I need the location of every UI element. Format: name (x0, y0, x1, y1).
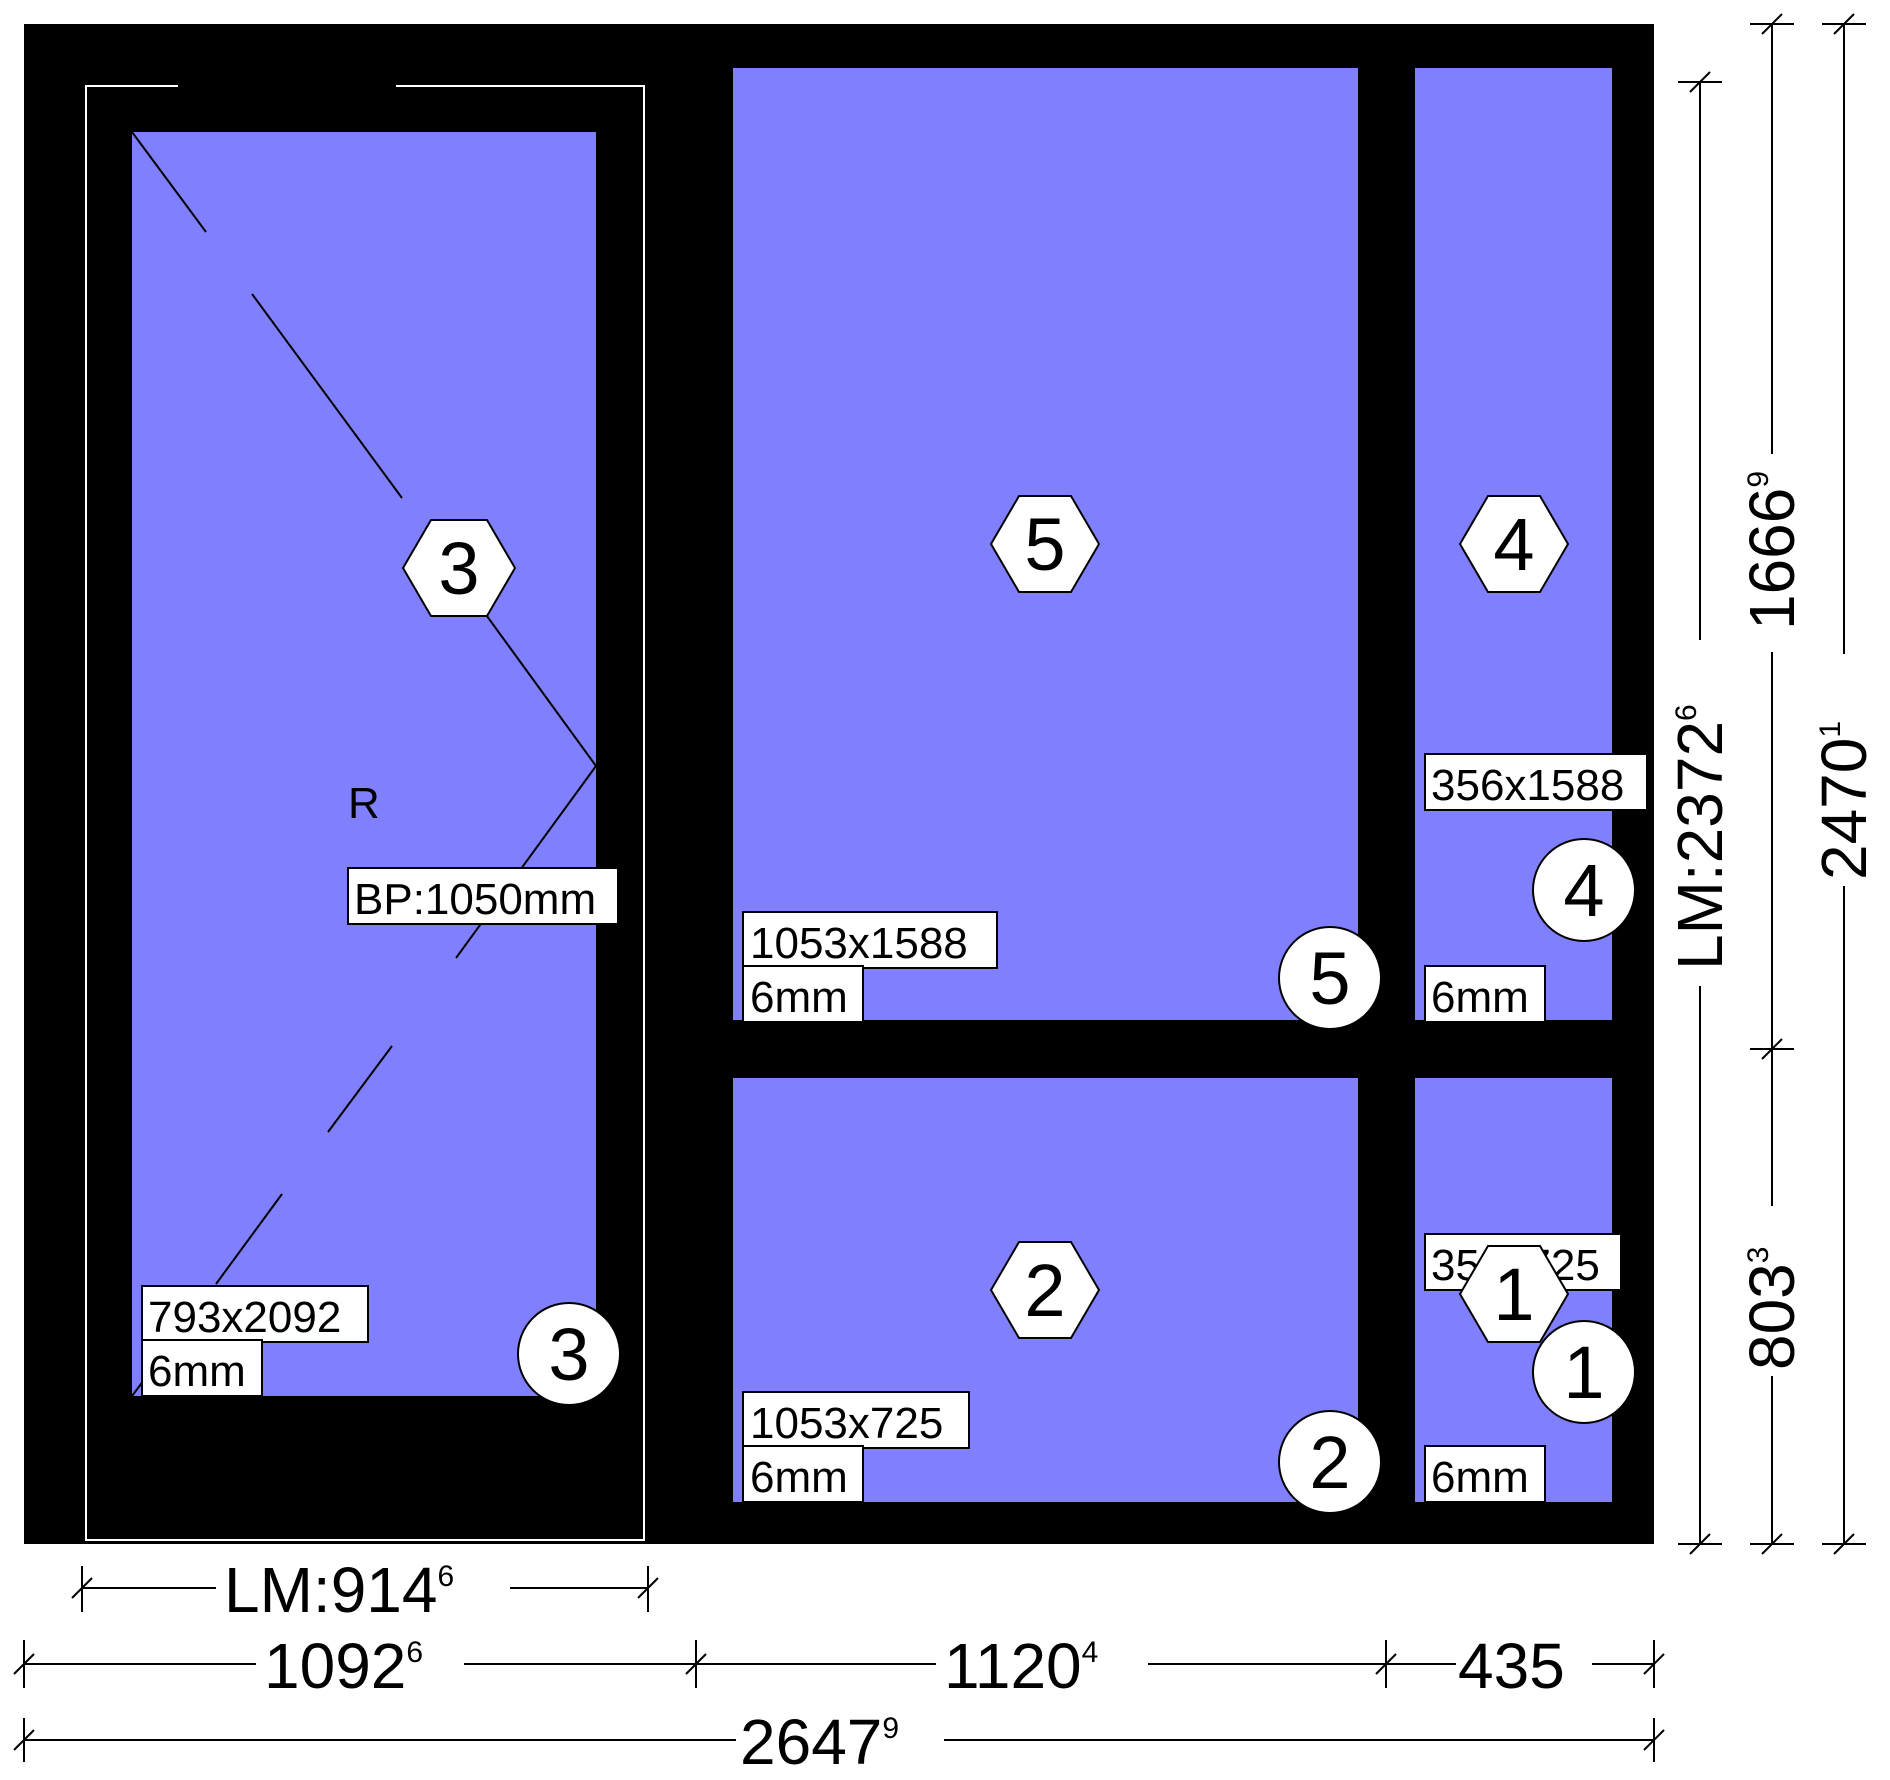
dim-door-lm: LM:9146 (224, 1554, 454, 1626)
svg-text:5: 5 (1024, 503, 1065, 586)
svg-text:1053x1588: 1053x1588 (750, 919, 968, 968)
opening-type-label: R (348, 779, 380, 828)
circle-marker-5[interactable]: 5 (1278, 926, 1382, 1030)
size-tag-4: 356x1588 (1424, 753, 1648, 811)
size-tag-2: 1053x725 (742, 1391, 970, 1449)
circle-marker-4[interactable]: 4 (1532, 838, 1636, 942)
svg-text:356x1588: 356x1588 (1431, 761, 1624, 810)
svg-text:6mm: 6mm (1431, 973, 1529, 1022)
dimension-lines-horizontal (13, 1566, 1665, 1762)
handle-height-tag: BP:1050mm (347, 867, 619, 925)
size-tag-5: 1053x1588 (742, 911, 998, 969)
size-tag-3: 793x2092 (141, 1285, 369, 1343)
glass-pane-3[interactable] (132, 132, 596, 1396)
svg-text:2: 2 (1309, 1421, 1350, 1504)
glass-tag-1: 6mm (1424, 1445, 1546, 1503)
svg-text:3: 3 (438, 527, 479, 610)
svg-text:6mm: 6mm (750, 973, 848, 1022)
dim-lower-height: 8033 (1736, 1247, 1808, 1370)
glass-tag-5: 6mm (742, 965, 864, 1023)
svg-text:2: 2 (1024, 1249, 1065, 1332)
circle-marker-3[interactable]: 3 (517, 1302, 621, 1406)
hex-marker-5[interactable]: 5 (989, 495, 1101, 593)
opening-direction-lines (131, 131, 597, 1397)
door-sash-outline (85, 85, 645, 1541)
svg-text:793x2092: 793x2092 (148, 1293, 341, 1342)
circle-marker-2[interactable]: 2 (1278, 1410, 1382, 1514)
svg-text:6mm: 6mm (148, 1347, 246, 1396)
svg-text:4: 4 (1493, 503, 1534, 586)
svg-text:3: 3 (548, 1313, 589, 1396)
hex-marker-4[interactable]: 4 (1458, 495, 1570, 593)
svg-text:1: 1 (1563, 1331, 1604, 1414)
svg-text:BP:1050mm: BP:1050mm (354, 875, 596, 924)
svg-text:5: 5 (1309, 937, 1350, 1020)
hex-marker-2[interactable]: 2 (989, 1241, 1101, 1339)
dim-total-height: 24701 (1808, 721, 1880, 880)
dim-col2: 11204 (944, 1630, 1098, 1702)
glass-tag-4: 6mm (1424, 965, 1546, 1023)
dim-col1: 10926 (264, 1630, 423, 1702)
dim-total-width: 26479 (740, 1706, 899, 1778)
svg-text:6mm: 6mm (750, 1453, 848, 1502)
dimension-lines-vertical (1678, 13, 1866, 1555)
svg-text:6mm: 6mm (1431, 1453, 1529, 1502)
svg-text:1: 1 (1493, 1253, 1534, 1336)
glass-tag-2: 6mm (742, 1445, 864, 1503)
svg-text:4: 4 (1563, 849, 1604, 932)
svg-text:1053x725: 1053x725 (750, 1399, 943, 1448)
glass-tag-3: 6mm (141, 1339, 263, 1397)
circle-marker-1[interactable]: 1 (1532, 1320, 1636, 1424)
dim-upper-height: 16669 (1736, 471, 1808, 630)
dim-frame-lm: LM:23726 (1664, 704, 1736, 970)
hex-marker-1[interactable]: 1 (1458, 1245, 1570, 1343)
dim-col3: 435 (1458, 1630, 1565, 1702)
hex-marker-3[interactable]: 3 (401, 519, 517, 617)
